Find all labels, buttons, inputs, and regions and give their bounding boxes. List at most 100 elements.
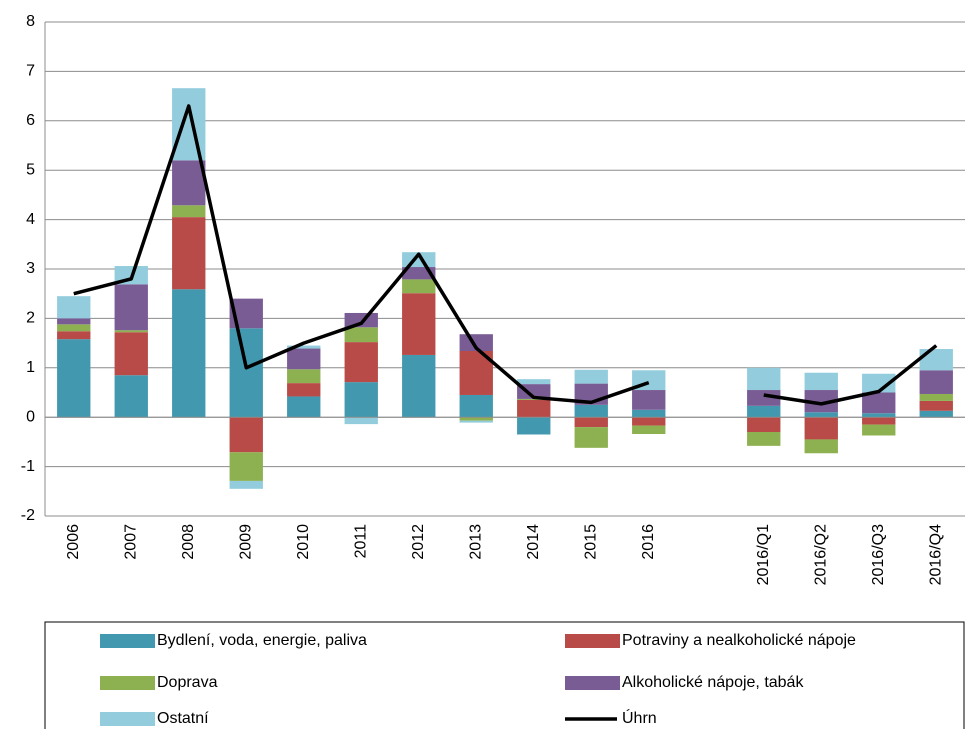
x-tick-label: 2016/Q1 <box>755 524 772 585</box>
bar-segment <box>287 383 321 397</box>
legend-swatch <box>565 676 620 690</box>
x-tick-label: 2009 <box>237 524 254 560</box>
bar-segment <box>574 404 608 418</box>
legend-swatch <box>100 634 155 648</box>
bar-segment <box>804 372 838 391</box>
bar-segment <box>919 370 953 394</box>
x-tick-label: 2016/Q2 <box>812 524 829 585</box>
bar-segment <box>919 410 953 418</box>
bar-segment <box>919 400 953 411</box>
y-tick-label: 3 <box>26 260 35 277</box>
bar-segment <box>632 390 666 410</box>
y-tick-label: 4 <box>26 211 35 228</box>
bar-segment <box>574 369 608 384</box>
bar-segment <box>172 160 206 206</box>
bar-segment <box>862 413 896 418</box>
bar-segment <box>344 327 378 343</box>
bar-segment <box>632 425 666 434</box>
bar-segment <box>459 417 493 421</box>
bar-segment <box>229 480 263 489</box>
bar-segment <box>862 417 896 425</box>
x-tick-label: 2014 <box>525 524 542 560</box>
x-tick-label: 2008 <box>180 524 197 560</box>
bar-segment <box>57 339 91 418</box>
bar-segment <box>517 417 551 435</box>
bar-segment <box>517 398 551 400</box>
line <box>73 104 938 406</box>
bar-segment <box>804 439 838 454</box>
bar-segment <box>574 427 608 448</box>
x-tick-label: 2015 <box>582 524 599 560</box>
bar-segment <box>517 379 551 385</box>
bar-segment <box>632 409 666 418</box>
x-tick-label: 2006 <box>65 524 82 560</box>
bar-segment <box>459 420 493 423</box>
x-tick-label: 2007 <box>122 524 139 560</box>
x-tick-label: 2016 <box>640 524 657 560</box>
x-tick-label: 2010 <box>295 524 312 560</box>
bar-segment <box>747 367 781 391</box>
legend-label: Bydlení, voda, energie, paliva <box>157 632 367 649</box>
y-tick-label: 6 <box>26 112 35 129</box>
bar-segment <box>287 348 321 370</box>
bar-segment <box>114 284 148 331</box>
bar-segment <box>114 332 148 376</box>
bar-segment <box>287 369 321 384</box>
x-tick-label: 2012 <box>410 524 427 560</box>
y-tick-label: -1 <box>21 458 35 475</box>
bar-segment <box>747 417 781 433</box>
y-tick-label: 8 <box>26 13 35 30</box>
x-tick-label: 2016/Q4 <box>927 524 944 585</box>
bar-segment <box>459 394 493 418</box>
bar-segment <box>517 384 551 399</box>
bar-segment <box>402 354 436 418</box>
legend-label: Doprava <box>157 674 218 691</box>
y-tick-label: 5 <box>26 161 35 178</box>
legend-swatch <box>100 676 155 690</box>
bar-segment <box>919 393 953 401</box>
bar-segment <box>114 375 148 418</box>
legend-swatch <box>565 634 620 648</box>
bar-segment <box>229 328 263 418</box>
bar-segment <box>229 417 263 453</box>
x-tick-label: 2013 <box>467 524 484 560</box>
legend-label: Ostatní <box>157 710 209 727</box>
bar-segment <box>862 373 896 393</box>
bar-segment <box>574 417 608 428</box>
x-tick-label: 2016/Q3 <box>870 524 887 585</box>
y-tick-label: 7 <box>26 63 35 80</box>
bar-segment <box>172 205 206 218</box>
bar-segment <box>172 217 206 290</box>
bar-segment <box>57 318 91 325</box>
bar-segment <box>344 342 378 383</box>
bar-segment <box>229 452 263 481</box>
bar-segment <box>747 432 781 446</box>
bar-segment <box>287 345 321 349</box>
bar-segment <box>402 293 436 355</box>
y-tick-label: -2 <box>21 507 35 524</box>
bar-segment <box>862 392 896 414</box>
bar-segment <box>804 412 838 418</box>
bar-segment <box>344 312 378 328</box>
bar-segment <box>804 417 838 440</box>
bar-segment <box>862 424 896 436</box>
bar-segment <box>114 330 148 333</box>
legend-swatch <box>100 712 155 726</box>
bar-segment <box>517 399 551 418</box>
bar-segment <box>344 382 378 418</box>
y-tick-label: 1 <box>26 359 35 376</box>
y-tick-label: 2 <box>26 310 35 327</box>
legend-label: Potraviny a nealkoholické nápoje <box>622 632 856 649</box>
bar-segment <box>632 417 666 426</box>
bar-segment <box>57 296 91 319</box>
bar-segment <box>172 88 206 161</box>
legend-label: Alkoholické nápoje, tabák <box>622 674 804 691</box>
x-tick-label: 2011 <box>352 524 369 559</box>
bar-segment <box>919 349 953 371</box>
bar-segment <box>747 405 781 418</box>
bar-segment <box>747 390 781 406</box>
bar-segment <box>172 289 206 418</box>
legend-box <box>44 621 965 729</box>
bar-segment <box>287 396 321 418</box>
